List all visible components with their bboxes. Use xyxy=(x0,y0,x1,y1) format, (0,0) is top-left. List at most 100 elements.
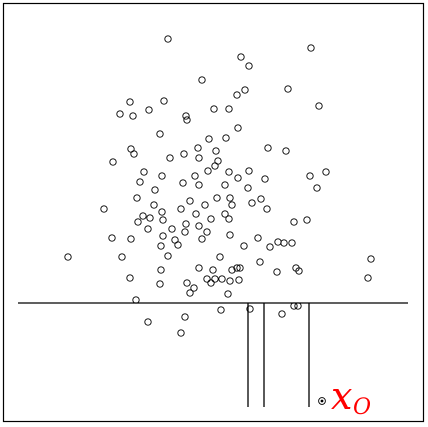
data-point xyxy=(234,174,242,182)
data-point xyxy=(164,252,172,260)
data-point xyxy=(127,235,135,243)
data-point xyxy=(233,91,241,99)
data-point xyxy=(213,194,221,202)
data-point xyxy=(182,112,190,120)
data-point xyxy=(204,167,212,175)
data-point xyxy=(160,97,168,105)
data-point xyxy=(221,181,229,189)
data-point xyxy=(129,112,137,120)
data-point xyxy=(144,225,152,233)
data-point xyxy=(228,266,236,274)
data-point xyxy=(264,144,272,152)
data-point xyxy=(278,310,286,318)
outer-border xyxy=(2,2,425,423)
data-point xyxy=(294,302,302,310)
data-point xyxy=(126,98,134,106)
data-point xyxy=(108,234,116,242)
data-point xyxy=(222,134,230,142)
data-point xyxy=(303,216,311,224)
data-point xyxy=(130,150,138,158)
data-point xyxy=(226,231,234,239)
data-point xyxy=(201,201,209,209)
data-point xyxy=(234,124,242,132)
data-point xyxy=(136,178,144,186)
data-point xyxy=(282,147,290,155)
data-point xyxy=(241,86,249,94)
data-point xyxy=(126,274,134,282)
data-point xyxy=(233,264,241,272)
data-point xyxy=(183,279,191,287)
data-point xyxy=(224,290,232,298)
data-point xyxy=(203,228,211,236)
data-point xyxy=(254,234,262,242)
data-point xyxy=(315,102,323,110)
data-point xyxy=(217,306,225,314)
data-point xyxy=(133,194,141,202)
data-point xyxy=(134,218,142,226)
data-point xyxy=(225,215,233,223)
data-point xyxy=(156,130,164,138)
data-point xyxy=(226,194,234,202)
data-point xyxy=(191,172,199,180)
data-point xyxy=(228,201,236,209)
data-point xyxy=(306,172,314,180)
data-point xyxy=(180,150,188,158)
data-point xyxy=(209,266,217,274)
data-point xyxy=(364,274,372,282)
data-point xyxy=(190,284,198,292)
data-point xyxy=(216,253,224,261)
data-point xyxy=(290,218,298,226)
query-point-label-subscript: O xyxy=(353,395,371,420)
data-point xyxy=(174,241,182,249)
query-point-marker xyxy=(318,397,326,405)
data-point xyxy=(168,225,176,233)
data-point xyxy=(100,205,108,213)
data-point xyxy=(245,62,253,70)
data-point xyxy=(244,184,252,192)
data-point xyxy=(313,184,321,192)
data-point xyxy=(181,228,189,236)
data-point xyxy=(195,222,203,230)
data-point xyxy=(182,220,190,228)
data-point xyxy=(177,205,185,213)
data-point xyxy=(203,275,211,283)
data-point xyxy=(144,318,152,326)
data-point xyxy=(210,105,218,113)
data-point xyxy=(109,158,117,166)
data-point xyxy=(256,258,264,266)
data-point xyxy=(157,266,165,274)
data-point xyxy=(195,264,203,272)
data-point xyxy=(274,238,282,246)
data-point xyxy=(273,268,281,276)
data-point xyxy=(367,255,375,263)
data-point xyxy=(139,212,147,220)
data-point xyxy=(132,296,140,304)
data-point xyxy=(211,275,219,283)
data-point xyxy=(157,242,165,250)
data-point xyxy=(284,85,292,93)
data-point xyxy=(159,216,167,224)
data-point xyxy=(248,199,256,207)
data-point xyxy=(266,243,274,251)
data-point xyxy=(207,215,215,223)
data-point xyxy=(186,289,194,297)
query-point-label: x xyxy=(331,374,352,418)
data-point xyxy=(145,106,153,114)
data-point xyxy=(226,277,234,285)
data-point xyxy=(207,279,215,287)
data-point xyxy=(280,239,288,247)
data-point xyxy=(192,210,200,218)
data-point xyxy=(261,175,269,183)
data-point xyxy=(64,253,72,261)
data-point xyxy=(181,313,189,321)
data-point xyxy=(225,168,233,176)
data-point xyxy=(146,214,154,222)
data-point xyxy=(179,179,187,187)
data-point xyxy=(118,253,126,261)
data-point xyxy=(166,154,174,162)
data-point xyxy=(195,181,203,189)
data-point xyxy=(158,208,166,216)
data-point xyxy=(159,232,167,240)
data-point xyxy=(211,162,219,170)
